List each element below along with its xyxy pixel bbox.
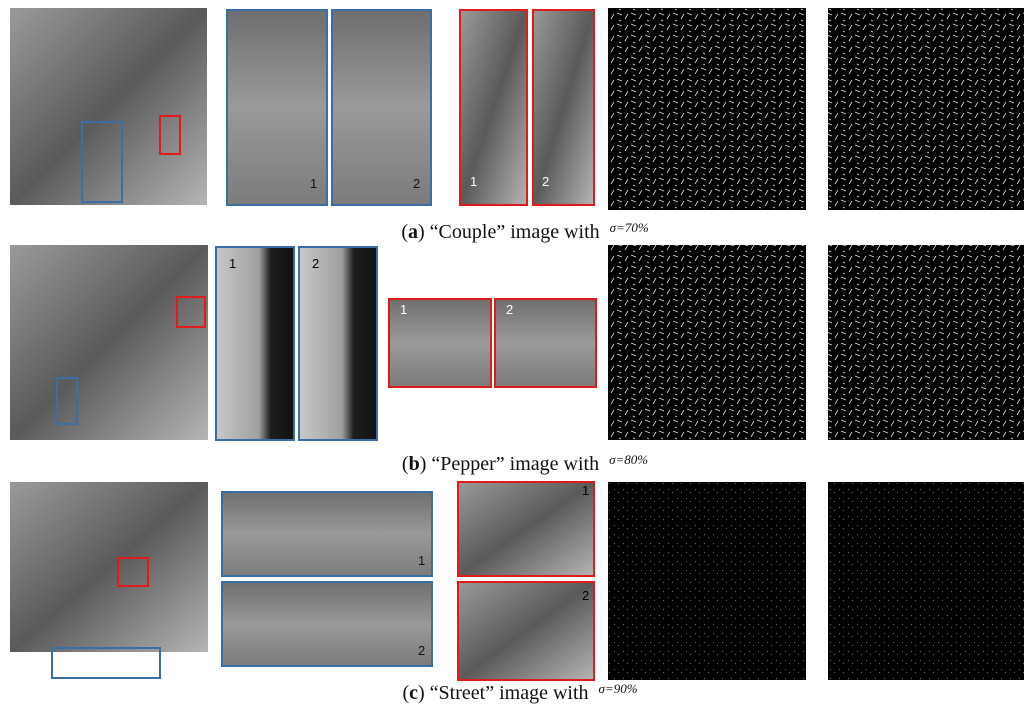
caption-text: ) “Street” image with (418, 682, 589, 704)
blue-crop (222, 582, 432, 666)
blue-region (52, 648, 160, 678)
caption-text: ) “Couple” image with (418, 221, 600, 243)
crop-label: 2 (506, 302, 513, 317)
blue-crop (216, 247, 294, 440)
crop-label: 2 (542, 174, 549, 189)
caption-label: a (408, 221, 418, 243)
crop-label: 1 (418, 553, 425, 568)
crop-label: 1 (229, 256, 236, 271)
blue-crop (222, 492, 432, 576)
crop-label: 1 (470, 174, 477, 189)
original-image (10, 245, 208, 440)
edge-map (608, 482, 806, 680)
caption-sigma: σ=70% (610, 220, 649, 235)
figure: 1212(a) “Couple” image withσ=70%1212(b) … (0, 0, 1033, 713)
edge-map (828, 8, 1024, 210)
caption-label: c (409, 682, 418, 704)
edge-map (608, 245, 806, 440)
crop-label: 2 (582, 588, 589, 603)
edge-map (608, 8, 806, 210)
crop-label: 2 (413, 176, 420, 191)
red-crop (458, 482, 594, 576)
edge-map (828, 482, 1024, 680)
crop-label: 2 (312, 256, 319, 271)
caption-sigma: σ=90% (599, 681, 638, 696)
red-crop (458, 582, 594, 680)
crop-label: 2 (418, 643, 425, 658)
original-image (10, 8, 207, 205)
crop-label: 1 (310, 176, 317, 191)
edge-map (828, 245, 1024, 440)
crop-label: 1 (400, 302, 407, 317)
caption-label: b (409, 453, 420, 475)
caption-sigma: σ=80% (609, 452, 648, 467)
crop-label: 1 (582, 483, 589, 498)
original-image (10, 482, 208, 652)
blue-crop (299, 247, 377, 440)
caption-text: ) “Pepper” image with (420, 453, 599, 475)
